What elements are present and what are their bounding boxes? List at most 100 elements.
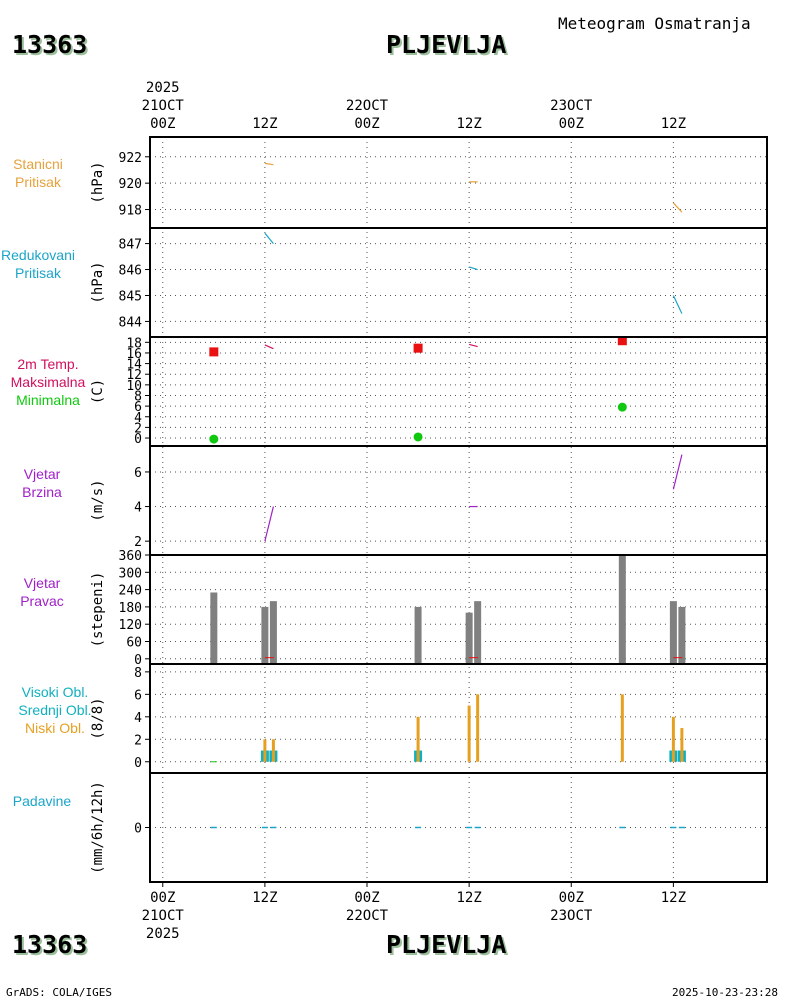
y-tick-label: 360 xyxy=(119,549,142,564)
y-tick-label: 2 xyxy=(134,421,142,436)
y-tick-label: 8 xyxy=(134,389,142,404)
max-temp-marker xyxy=(209,347,219,357)
precip-label: Padavine xyxy=(0,792,97,810)
max-temp-marker xyxy=(617,336,627,346)
wind-dir-title: Vjetar xyxy=(23,575,61,591)
panel-frame xyxy=(149,336,768,447)
station-name-top: PLJEVLJA xyxy=(386,30,507,59)
high-cloud-bar xyxy=(669,750,673,762)
y-tick-label: 0 xyxy=(134,432,142,447)
wind-dir-bar xyxy=(474,601,482,664)
reduced-label: Redukovani Pritisak xyxy=(0,246,93,282)
y-tick-label: 6 xyxy=(134,688,142,703)
pressure-title: Stanicni xyxy=(13,156,63,172)
y-tick-label: 0 xyxy=(134,822,142,837)
y-tick-label: 845 xyxy=(119,289,142,304)
y-tick-label: 14 xyxy=(126,358,142,373)
y-tick-label: 918 xyxy=(119,204,142,219)
year-label-top: 2025 xyxy=(146,80,180,96)
wind-dir-bar xyxy=(618,555,626,664)
y-tick-label: 846 xyxy=(119,264,142,279)
temp-title: 2m Temp. xyxy=(17,356,79,372)
hour-label-top: 12Z xyxy=(456,116,481,132)
clouds-title2: Srednji Obl. xyxy=(18,702,92,718)
station-id-bottom: 13363 xyxy=(12,930,88,959)
wind-dir-bar xyxy=(465,612,473,664)
grads-credit: GrADS: COLA/IGES xyxy=(6,986,112,999)
precip-title: Padavine xyxy=(12,793,72,809)
high-cloud-bar xyxy=(677,750,681,762)
hour-label-bottom: 00Z xyxy=(150,890,175,906)
mid-cloud-bar xyxy=(682,750,686,762)
product-title: Meteogram Osmatranja xyxy=(558,14,751,33)
low-cloud-bar xyxy=(476,694,480,762)
high-cloud-bar xyxy=(269,750,273,762)
hour-label-top: 12Z xyxy=(661,116,686,132)
hour-label-top: 12Z xyxy=(252,116,277,132)
station-name-bottom: PLJEVLJA xyxy=(386,930,507,959)
mid-cloud-bar xyxy=(674,750,678,762)
reduced-title2: Pritisak xyxy=(15,265,61,281)
y-tick-label: 12 xyxy=(126,368,142,383)
hour-label-bottom: 00Z xyxy=(354,890,379,906)
unit-label: (hPa) xyxy=(90,161,106,203)
timestamp: 2025-10-23-23:28 xyxy=(672,986,778,999)
y-tick-label: 300 xyxy=(119,566,142,581)
y-tick-label: 922 xyxy=(119,151,142,166)
mid-cloud-bar xyxy=(274,750,278,762)
low-cloud-bar xyxy=(671,716,675,762)
pressure-label: Stanicni Pritisak xyxy=(0,155,93,191)
hour-label-top: 00Z xyxy=(559,116,584,132)
y-tick-label: 847 xyxy=(119,238,142,253)
y-tick-label: 920 xyxy=(119,177,142,192)
wind-dir-bar xyxy=(669,601,677,664)
wind-dir-bar xyxy=(261,606,269,664)
min-temp-marker xyxy=(617,402,627,412)
day-label-bottom: 22OCT xyxy=(346,908,389,924)
panel-frame xyxy=(149,445,768,556)
y-tick-label: 844 xyxy=(119,315,143,330)
high-cloud-bar xyxy=(414,750,418,762)
unit-label: (stepeni) xyxy=(90,572,106,648)
clouds-label: Visoki Obl. Srednji Obl. Niski Obl. xyxy=(0,683,110,737)
panel-frame xyxy=(149,772,768,883)
y-tick-label: 180 xyxy=(119,601,142,616)
mid-cloud-bar xyxy=(265,750,269,762)
y-tick-label: 2 xyxy=(134,733,142,748)
y-tick-label: 240 xyxy=(119,584,142,599)
unit-label: (m/s) xyxy=(90,479,106,521)
min-temp-marker xyxy=(209,434,219,444)
temp-title3: Minimalna xyxy=(16,392,80,408)
unit-label: (C) xyxy=(90,379,106,404)
clouds-title3: Niski Obl. xyxy=(25,720,85,736)
hour-label-top: 00Z xyxy=(150,116,175,132)
min-temp-marker xyxy=(413,432,423,442)
day-label-top: 21OCT xyxy=(142,98,185,114)
y-tick-label: 120 xyxy=(119,618,142,633)
y-tick-label: 0 xyxy=(134,756,142,771)
series-segment xyxy=(264,162,274,166)
max-temp-marker xyxy=(413,343,423,353)
y-tick-label: 4 xyxy=(134,501,142,516)
series-segment xyxy=(672,202,683,213)
hour-label-bottom: 12Z xyxy=(456,890,481,906)
temp-label: 2m Temp. Maksimalna Minimalna xyxy=(0,355,103,409)
wind-dir-bar xyxy=(210,592,218,664)
day-label-bottom: 21OCT xyxy=(142,908,185,924)
wind-dir-title2: Pravac xyxy=(20,593,64,609)
day-label-bottom: 23OCT xyxy=(550,908,593,924)
hour-label-top: 00Z xyxy=(354,116,379,132)
y-tick-label: 4 xyxy=(134,411,142,426)
y-tick-label: 6 xyxy=(134,400,142,415)
wind-dir-bar xyxy=(269,601,277,664)
series-segment xyxy=(264,232,274,244)
series-segment xyxy=(468,266,478,271)
y-tick-label: 6 xyxy=(134,466,142,481)
unit-label: (8/8) xyxy=(90,697,106,739)
low-cloud-bar xyxy=(263,739,267,762)
day-label-top: 22OCT xyxy=(346,98,389,114)
temp-segment xyxy=(468,343,478,348)
station-id-top: 13363 xyxy=(12,30,88,59)
hour-label-bottom: 00Z xyxy=(559,890,584,906)
